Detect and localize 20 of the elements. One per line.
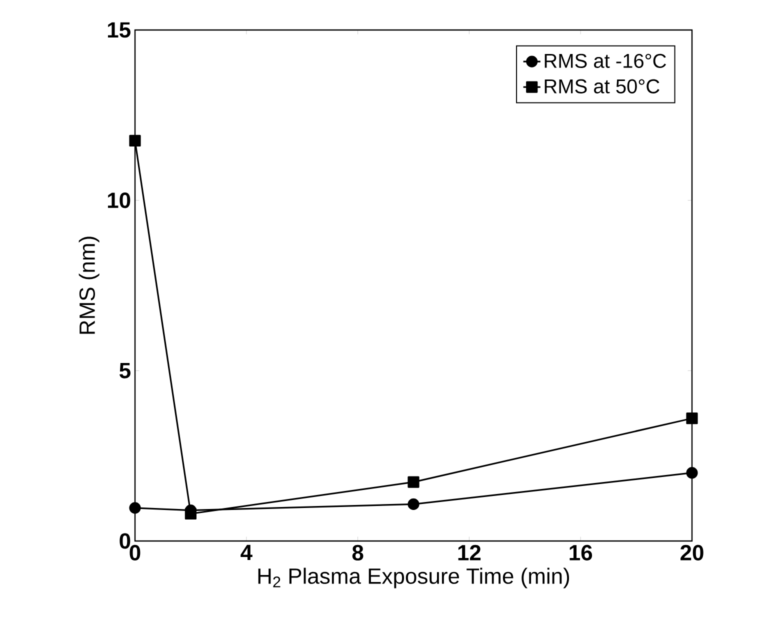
y-tick-label: 15 — [108, 22, 130, 38]
point — [129, 134, 141, 147]
x-axis-title: H$_{2}$ Plasma Exposure Time (min) — [258, 568, 570, 588]
x-tick-label: 8 — [352, 544, 364, 560]
x-tick-label: 20 — [680, 544, 704, 560]
point — [686, 412, 698, 424]
point — [408, 476, 420, 488]
y-axis-title: RMS (nm) — [78, 236, 100, 334]
y-tick-label: 5 — [120, 362, 130, 378]
y-tick-label: 10 — [108, 192, 130, 208]
y-tick-label: 0 — [120, 533, 130, 549]
x-tick-label: 16 — [570, 544, 592, 560]
point — [129, 502, 141, 514]
legend-label: RMS at 50°C — [544, 79, 660, 94]
point — [408, 498, 420, 510]
x-tick-label: 4 — [240, 544, 252, 560]
legend-label: RMS at -16°C — [544, 54, 666, 68]
x-tick-label: 12 — [458, 544, 481, 560]
point — [686, 467, 698, 479]
x-tick-label: 0 — [130, 544, 140, 560]
